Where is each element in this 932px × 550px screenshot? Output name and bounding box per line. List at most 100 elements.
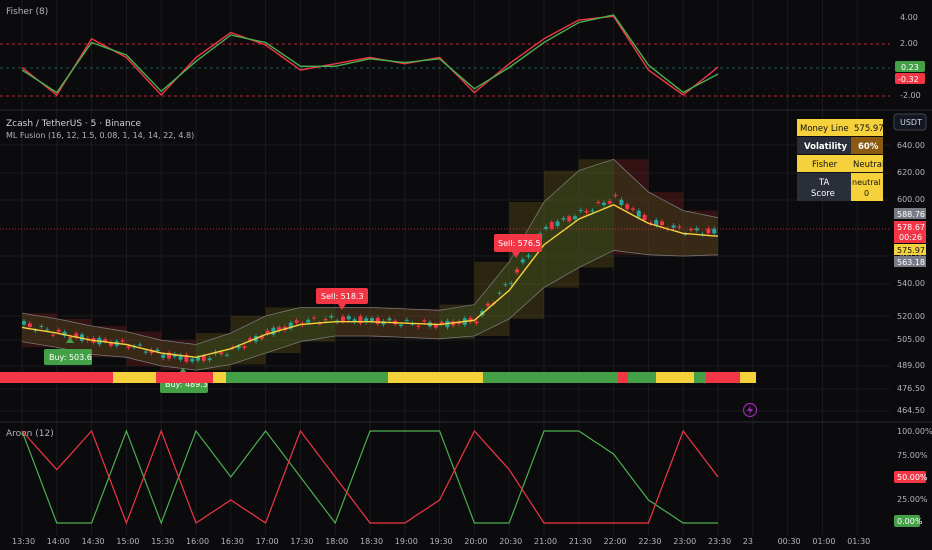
candle-body bbox=[201, 355, 206, 361]
regime-segment bbox=[0, 372, 113, 383]
candle-body bbox=[590, 210, 595, 212]
currency-label: USDT bbox=[900, 118, 922, 127]
aroon-panel-title: Aroon (12) bbox=[6, 429, 54, 439]
fisher-value-cell bbox=[851, 155, 883, 172]
aroon-tick-25: 25.00% bbox=[897, 495, 928, 504]
volatility-value: 60% bbox=[858, 142, 879, 152]
candle-body bbox=[294, 320, 299, 323]
money-line-value: 575.97 bbox=[854, 124, 884, 134]
currency-button[interactable] bbox=[893, 113, 927, 131]
regime-segment bbox=[113, 372, 156, 383]
ta-score-value-cell bbox=[851, 173, 883, 201]
candle-body bbox=[486, 303, 490, 306]
candle-body bbox=[584, 210, 589, 213]
signal-label-sell-1[interactable]: Sell: 518.3 bbox=[316, 288, 368, 310]
candle-body bbox=[399, 324, 403, 326]
lightning-icon[interactable] bbox=[742, 402, 758, 418]
money-line-badge-value: 575.97 bbox=[897, 246, 925, 255]
candle-body bbox=[625, 204, 630, 210]
regime-segment bbox=[156, 372, 213, 383]
candle-body bbox=[236, 346, 241, 349]
sell-1-box bbox=[316, 288, 368, 304]
regime-shade bbox=[578, 159, 614, 268]
candle-body bbox=[56, 329, 61, 332]
candle-body bbox=[219, 352, 224, 355]
ta-label-line-2: Score bbox=[811, 189, 835, 199]
regime-segment bbox=[694, 372, 706, 383]
time-tick: 20:30 bbox=[499, 537, 522, 546]
regime-strip bbox=[0, 372, 756, 383]
time-tick: 17:30 bbox=[290, 537, 313, 546]
regime-segment bbox=[628, 372, 656, 383]
candle-body bbox=[248, 338, 253, 341]
candle-body bbox=[503, 284, 508, 286]
fisher-panel[interactable]: Fisher (8) 4.00 2.00 -2.00 0.23 -0.32 bbox=[0, 7, 925, 100]
aroon-tick-75: 75.00% bbox=[897, 451, 928, 460]
fisher-signal-badge bbox=[895, 73, 925, 84]
candle-body bbox=[74, 333, 79, 338]
price-tick-600: 600.00 bbox=[897, 195, 925, 204]
money-line bbox=[21, 204, 719, 359]
candle-body bbox=[184, 354, 189, 362]
time-tick: 01:30 bbox=[847, 537, 870, 546]
time-tick: 14:30 bbox=[82, 537, 105, 546]
candle-body bbox=[149, 350, 154, 354]
time-tick: 15:00 bbox=[116, 537, 139, 546]
candle-body bbox=[161, 354, 166, 358]
signal-label-sell-2[interactable]: Sell: 576.5 bbox=[494, 234, 542, 258]
fisher-tick-4: 4.00 bbox=[900, 13, 918, 22]
sell-2-text: Sell: 576.5 bbox=[498, 239, 541, 248]
time-tick: 14:00 bbox=[47, 537, 70, 546]
candle-body bbox=[277, 327, 282, 331]
candle-body bbox=[468, 317, 473, 322]
candle-body bbox=[51, 334, 55, 336]
buy-1-arrow bbox=[66, 337, 74, 343]
time-tick: 13:30 bbox=[12, 537, 35, 546]
regime-shade bbox=[474, 261, 510, 336]
main-panel[interactable]: Zcash / TetherUS · 5 · Binance ML Fusion… bbox=[0, 113, 927, 418]
regime-shade bbox=[509, 202, 544, 319]
candle-body bbox=[375, 317, 380, 324]
signal-label-buy-1[interactable]: Buy: 503.6 bbox=[44, 337, 92, 365]
aroon-down-badge bbox=[894, 471, 926, 483]
aroon-panel[interactable]: Aroon (12) 100.00% 75.00% 25.00% 50.00% … bbox=[6, 427, 932, 527]
price-tick-505: 505.00 bbox=[897, 335, 925, 344]
candle-body bbox=[39, 325, 44, 327]
candle-body bbox=[190, 358, 195, 362]
candle-body bbox=[62, 331, 67, 336]
candle-body bbox=[370, 318, 374, 322]
candle-body bbox=[689, 228, 693, 231]
candle-body bbox=[683, 233, 688, 235]
band-upper-value: 588.76 bbox=[897, 210, 925, 219]
last-price-badge bbox=[894, 221, 926, 243]
candle-body bbox=[138, 344, 142, 346]
ta-value-line-2: 0 bbox=[864, 189, 869, 198]
candle-body bbox=[619, 199, 624, 206]
fisher-value: Neutral bbox=[853, 160, 884, 170]
candle-body bbox=[27, 323, 32, 328]
candle-body bbox=[33, 330, 38, 332]
fisher-tick-neg2: -2.00 bbox=[900, 91, 921, 100]
time-tick: 16:00 bbox=[186, 537, 209, 546]
candle-body bbox=[306, 319, 311, 323]
candle-body bbox=[22, 321, 26, 325]
fisher-value-badge bbox=[895, 61, 925, 72]
candle-body bbox=[259, 335, 264, 339]
time-tick: 22:30 bbox=[638, 537, 661, 546]
regime-shade bbox=[196, 333, 231, 371]
candle-body bbox=[567, 216, 572, 222]
fisher-signal-text: -0.32 bbox=[898, 75, 919, 84]
time-axis[interactable]: 13:30 14:00 14:30 15:00 15:30 16:00 16:30 17:00… bbox=[12, 537, 870, 546]
candle-body bbox=[358, 316, 363, 324]
candle-body bbox=[631, 208, 635, 210]
regime-segment bbox=[213, 372, 226, 383]
time-tick: 23 bbox=[743, 537, 753, 546]
time-tick: 19:00 bbox=[395, 537, 418, 546]
candle-body bbox=[433, 324, 438, 328]
regime-segment bbox=[388, 372, 483, 383]
candle-body bbox=[578, 210, 583, 212]
candle-body bbox=[712, 228, 717, 234]
candle-body bbox=[706, 228, 711, 234]
fisher-label-cell bbox=[797, 155, 851, 172]
